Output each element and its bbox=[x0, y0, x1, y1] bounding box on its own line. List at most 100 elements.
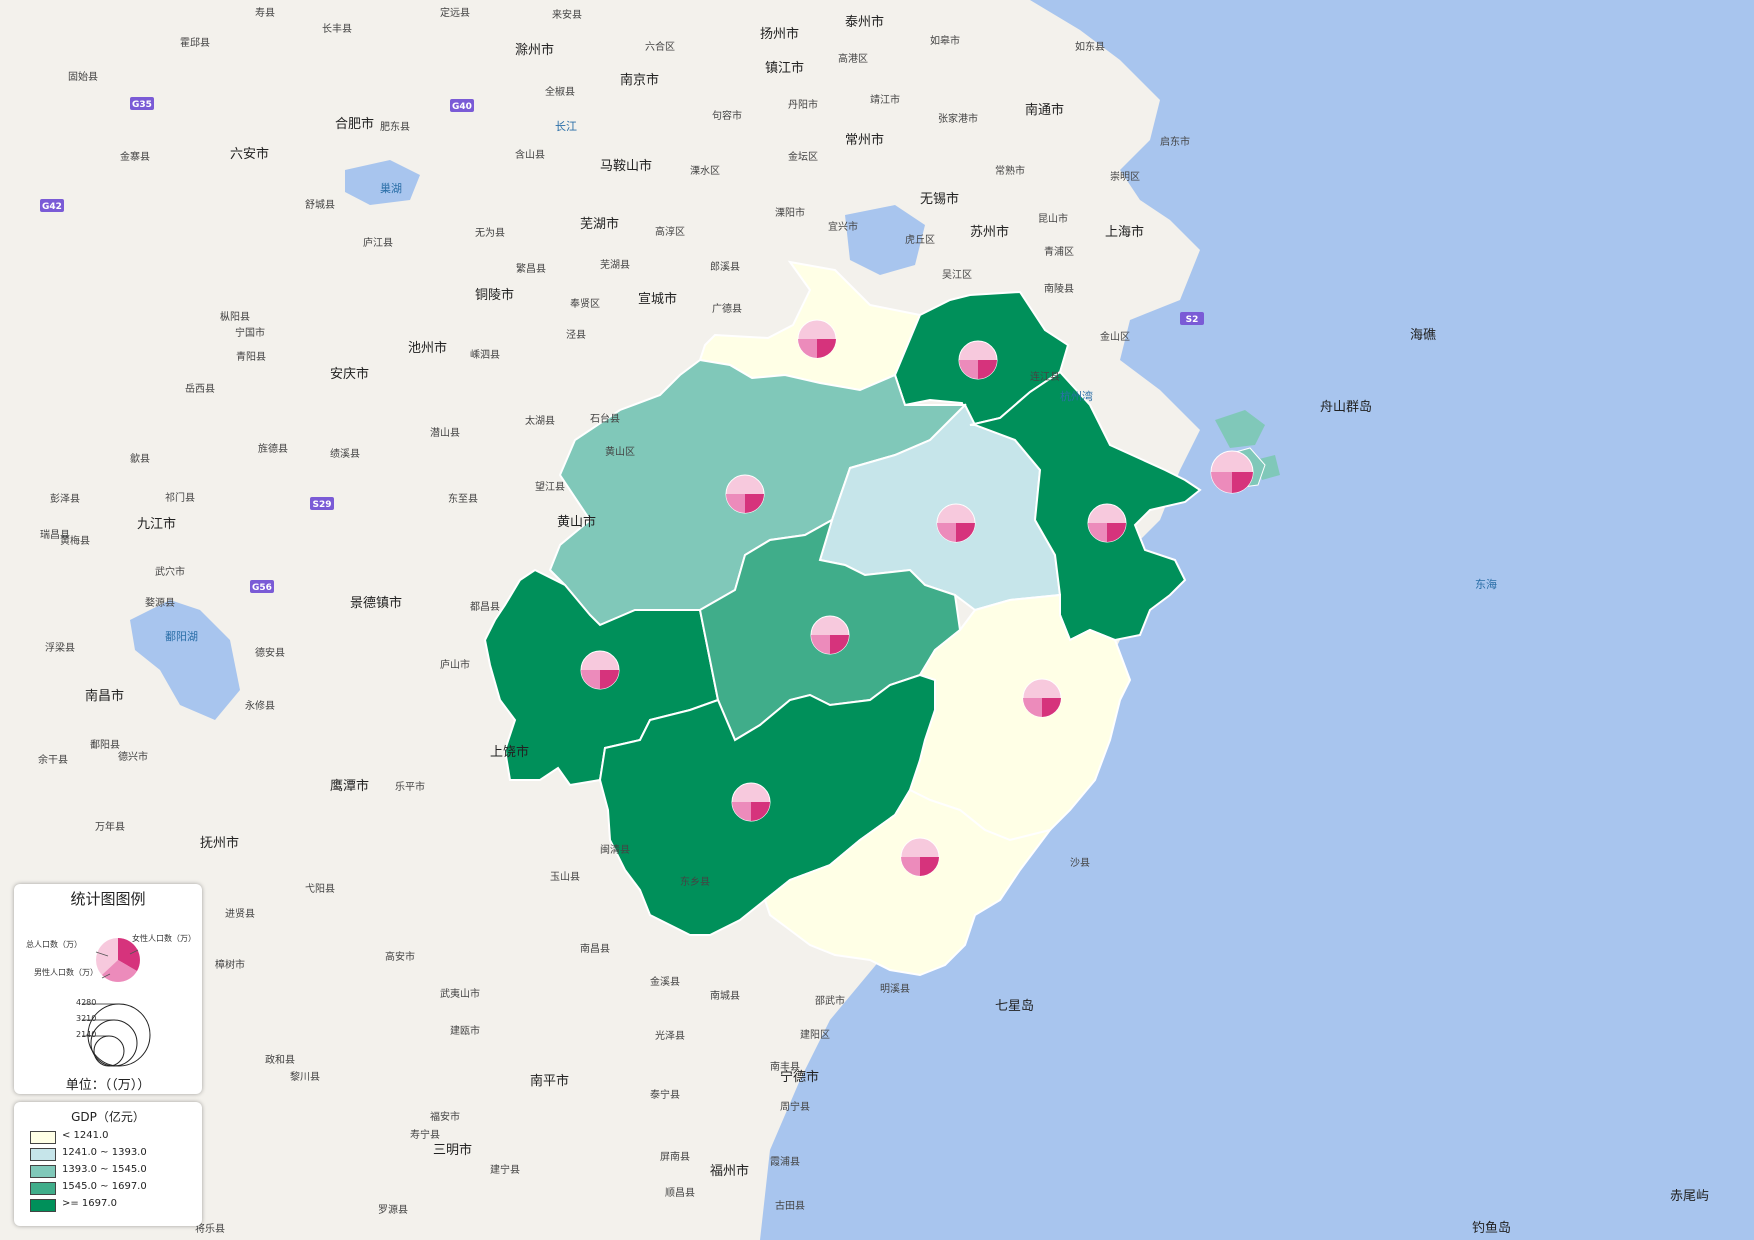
county-label: 全椒县 bbox=[545, 85, 575, 98]
pie-male-slice bbox=[1211, 472, 1232, 493]
pie-chart-symbol[interactable] bbox=[580, 650, 620, 690]
pie-chart-symbol[interactable] bbox=[797, 319, 837, 359]
pie-chart-symbol[interactable] bbox=[725, 474, 765, 514]
county-label: 婺源县 bbox=[145, 596, 175, 609]
county-label: 闽清县 bbox=[600, 843, 630, 856]
county-label: 金坛区 bbox=[788, 150, 818, 163]
county-label: 南昌县 bbox=[580, 942, 610, 955]
county-label: 宜兴市 bbox=[828, 220, 858, 233]
county-label: 周宁县 bbox=[780, 1100, 810, 1113]
lake-chaohu bbox=[345, 160, 420, 205]
county-label: 黄山区 bbox=[605, 445, 635, 458]
pie-chart-symbol[interactable] bbox=[731, 782, 771, 822]
city-label: 赤尾屿 bbox=[1670, 1189, 1709, 1204]
city-label: 池州市 bbox=[408, 340, 447, 356]
county-label: 明溪县 bbox=[880, 983, 910, 995]
county-label: 建瓯市 bbox=[450, 1024, 480, 1037]
city-label: 上饶市 bbox=[490, 744, 529, 760]
city-label: 南平市 bbox=[530, 1073, 569, 1089]
gdp-class-label: >= 1697.0 bbox=[62, 1198, 117, 1209]
county-label: 建宁县 bbox=[490, 1163, 520, 1176]
pie-chart-symbol[interactable] bbox=[958, 340, 998, 380]
water-label: 东海 bbox=[1475, 577, 1497, 591]
county-label: 乐平市 bbox=[395, 780, 425, 793]
city-label: 芜湖市 bbox=[580, 216, 619, 232]
county-label: 枞阳县 bbox=[220, 310, 250, 323]
pie-female-slice bbox=[817, 339, 836, 358]
county-label: 泾县 bbox=[566, 328, 586, 341]
county-label: 庐山市 bbox=[440, 658, 470, 671]
county-label: 连江县 bbox=[1030, 370, 1060, 383]
county-label: 如皋市 bbox=[930, 34, 960, 47]
pie-chart-symbol[interactable] bbox=[1087, 503, 1127, 543]
pie-chart-symbol[interactable] bbox=[900, 837, 940, 877]
county-label: 寿宁县 bbox=[410, 1128, 440, 1141]
county-label: 罗源县 bbox=[378, 1203, 408, 1216]
county-label: 太湖县 bbox=[525, 414, 555, 427]
gdp-swatch bbox=[30, 1199, 56, 1212]
pie-female-slice bbox=[1232, 472, 1253, 493]
county-label: 来安县 bbox=[552, 8, 582, 21]
county-label: 武穴市 bbox=[155, 565, 185, 578]
pie-female-slice bbox=[745, 494, 764, 513]
county-label: 黄梅县 bbox=[60, 534, 90, 547]
city-label: 钓鱼岛 bbox=[1472, 1220, 1511, 1236]
road-shield: S2 bbox=[1180, 312, 1204, 325]
county-label: 樟树市 bbox=[215, 958, 245, 971]
road-shield: G56 bbox=[250, 580, 274, 593]
county-label: 宁国市 bbox=[235, 326, 265, 339]
county-label: 顺昌县 bbox=[665, 1187, 695, 1199]
pie-male-slice bbox=[811, 635, 830, 654]
county-label: 鄱阳县 bbox=[90, 738, 120, 751]
region-wenzhou[interactable] bbox=[763, 788, 1053, 977]
svg-text:G40: G40 bbox=[452, 102, 472, 112]
legend-female-label: 女性人口数（万） bbox=[132, 934, 196, 943]
pie-male-slice bbox=[732, 802, 751, 821]
city-label: 泰州市 bbox=[845, 14, 884, 30]
svg-text:G35: G35 bbox=[132, 100, 152, 110]
city-label: 海礁 bbox=[1410, 327, 1436, 343]
pie-male-slice bbox=[1088, 523, 1107, 542]
pie-chart-symbol[interactable] bbox=[810, 615, 850, 655]
county-label: 南丰县 bbox=[770, 1060, 800, 1073]
county-label: 青阳县 bbox=[236, 350, 266, 363]
county-label: 光泽县 bbox=[655, 1029, 685, 1042]
county-label: 东乡县 bbox=[680, 875, 710, 888]
gdp-legend: GDP（亿元） < 1241.0 1241.0 ~ 1393.0 1393.0 … bbox=[14, 1102, 202, 1226]
city-label: 六安市 bbox=[230, 146, 269, 162]
county-label: 昆山市 bbox=[1038, 212, 1068, 225]
svg-text:G42: G42 bbox=[42, 202, 62, 212]
city-label: 南京市 bbox=[620, 72, 659, 88]
county-label: 寿县 bbox=[255, 6, 275, 19]
county-label: 金溪县 bbox=[650, 975, 680, 988]
county-label: 繁昌县 bbox=[516, 262, 546, 275]
city-label: 扬州市 bbox=[760, 26, 799, 42]
county-label: 长丰县 bbox=[322, 22, 352, 35]
city-label: 舟山群岛 bbox=[1320, 399, 1372, 415]
pie-chart-symbol[interactable] bbox=[1210, 450, 1254, 494]
pie-chart-symbol[interactable] bbox=[936, 503, 976, 543]
county-label: 定远县 bbox=[440, 6, 470, 19]
county-label: 广德县 bbox=[712, 302, 742, 315]
county-label: 黎川县 bbox=[290, 1070, 320, 1083]
county-label: 如东县 bbox=[1075, 40, 1105, 53]
gdp-swatch bbox=[30, 1165, 56, 1178]
county-label: 望江县 bbox=[535, 480, 565, 493]
county-label: 沙县 bbox=[1070, 857, 1090, 869]
county-label: 靖江市 bbox=[870, 93, 900, 106]
county-label: 南陵县 bbox=[1044, 282, 1074, 295]
region-ningbo[interactable] bbox=[969, 370, 1202, 642]
city-label: 马鞍山市 bbox=[600, 158, 652, 174]
county-label: 张家港市 bbox=[938, 112, 978, 125]
county-label: 高港区 bbox=[838, 52, 868, 65]
city-label: 镇江市 bbox=[765, 60, 804, 76]
county-label: 常熟市 bbox=[995, 164, 1025, 177]
legend-male-label: 男性人口数（万） bbox=[34, 968, 98, 977]
city-label: 三明市 bbox=[433, 1142, 472, 1158]
county-label: 福安市 bbox=[430, 1110, 460, 1123]
pie-chart-symbol[interactable] bbox=[1022, 678, 1062, 718]
county-label: 东至县 bbox=[448, 492, 478, 505]
svg-text:G56: G56 bbox=[252, 583, 272, 593]
county-label: 溧水区 bbox=[690, 164, 720, 177]
